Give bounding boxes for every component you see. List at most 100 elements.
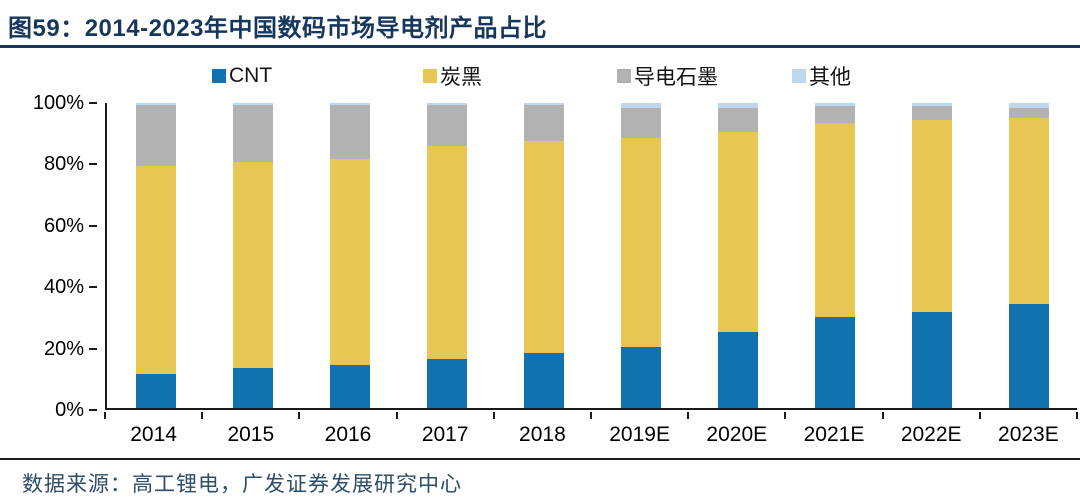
- bar-segment-炭黑: [1008, 118, 1049, 305]
- legend-label: 导电石墨: [634, 66, 718, 89]
- chart-legend: CNT 炭黑 导电石墨 其他: [0, 62, 1080, 90]
- bar-segment-其他: [232, 103, 273, 105]
- x-tick-label: 2014: [130, 423, 177, 446]
- y-tick-mark: [89, 347, 97, 350]
- bar-2019E: [620, 103, 661, 408]
- bar-segment-其他: [329, 103, 370, 105]
- y-tick-label: 100%: [32, 92, 84, 114]
- legend-swatch-icon: [617, 69, 631, 83]
- bar-segment-其他: [717, 103, 758, 108]
- legend-label: 其他: [809, 66, 851, 89]
- legend-item-其他: 其他: [792, 62, 851, 90]
- x-tick-label: 2021E: [803, 423, 865, 446]
- x-tick-label: 2020E: [706, 423, 768, 446]
- bar-segment-导电石墨: [717, 107, 758, 132]
- bar-segment-其他: [814, 103, 855, 107]
- bar-segment-导电石墨: [814, 106, 855, 123]
- bar-segment-炭黑: [329, 159, 370, 366]
- bar-segment-导电石墨: [426, 104, 467, 146]
- title-underline: [0, 45, 1080, 48]
- bar-segment-其他: [620, 103, 661, 108]
- bar-segment-其他: [911, 103, 952, 107]
- y-tick-mark: [89, 102, 97, 104]
- x-tick-mark: [881, 412, 884, 419]
- y-tick-mark: [89, 163, 97, 166]
- x-tick-label: 2023E: [998, 423, 1059, 446]
- y-tick-label: 20%: [43, 337, 84, 360]
- y-axis: 100% 80% 60% 40% 20% 0%: [0, 92, 97, 421]
- legend-item-CNT: CNT: [212, 62, 272, 90]
- bar-segment-炭黑: [135, 165, 176, 375]
- bottom-divider: [0, 458, 1080, 460]
- bar-segment-CNT: [717, 331, 758, 408]
- bar-segment-导电石墨: [135, 104, 176, 166]
- source-note: 数据来源：高工锂电，广发证券发展研究中心: [22, 472, 462, 496]
- legend-label: CNT: [229, 64, 273, 87]
- bar-segment-其他: [426, 103, 467, 105]
- bar-segment-炭黑: [717, 131, 758, 332]
- figure-title: 图59：2014-2023年中国数码市场导电剂产品占比: [8, 15, 547, 42]
- bar-2017: [426, 103, 467, 408]
- x-tick-label: 2018: [519, 423, 566, 446]
- bar-2016: [329, 103, 370, 408]
- bar-segment-导电石墨: [620, 107, 661, 139]
- y-tick-mark: [89, 409, 97, 411]
- bar-segment-CNT: [232, 368, 273, 408]
- bar-segment-炭黑: [523, 141, 564, 354]
- bar-segment-炭黑: [814, 122, 855, 317]
- x-axis: 2014 2015 2016 2017 2018 2019E 2020E 2021E 2022E…: [104, 412, 1078, 454]
- x-tick-mark: [590, 412, 592, 419]
- bar-2015: [232, 103, 273, 408]
- x-tick-mark: [395, 412, 398, 419]
- x-tick-label: 2015: [227, 423, 275, 446]
- legend-item-导电石墨: 导电石墨: [617, 62, 718, 90]
- bar-2021E: [814, 103, 855, 408]
- bar-segment-CNT: [329, 365, 370, 408]
- bar-2020E: [717, 103, 758, 408]
- x-tick-label: 2016: [324, 423, 372, 446]
- bar-segment-其他: [135, 103, 176, 105]
- bar-2014: [135, 103, 176, 408]
- bar-segment-导电石墨: [232, 104, 273, 163]
- x-tick-mark: [201, 412, 204, 419]
- x-tick-mark: [104, 412, 106, 419]
- legend-swatch-icon: [792, 69, 806, 83]
- x-tick-mark: [492, 412, 495, 419]
- y-tick-label: 0%: [55, 399, 84, 421]
- bar-2018: [523, 103, 564, 408]
- bar-segment-CNT: [135, 374, 176, 408]
- bar-segment-炭黑: [426, 145, 467, 360]
- y-tick-mark: [89, 224, 97, 227]
- bar-2022E: [911, 103, 952, 408]
- y-tick-mark: [89, 286, 97, 289]
- bar-segment-CNT: [814, 316, 855, 408]
- bar-segment-炭黑: [620, 138, 661, 347]
- plot-area: [105, 103, 1077, 410]
- x-tick-label: 2022E: [900, 423, 962, 446]
- bar-segment-CNT: [523, 353, 564, 408]
- bar-segment-其他: [523, 103, 564, 105]
- bar-segment-其他: [1008, 103, 1049, 108]
- bar-segment-CNT: [911, 311, 952, 408]
- bar-segment-导电石墨: [523, 104, 564, 142]
- bar-segment-导电石墨: [329, 104, 370, 160]
- bar-2023E: [1008, 103, 1049, 408]
- legend-swatch-icon: [423, 69, 437, 83]
- legend-label: 炭黑: [440, 66, 482, 89]
- x-tick-mark: [978, 412, 981, 419]
- x-tick-mark: [784, 412, 787, 419]
- y-tick-label: 60%: [43, 214, 84, 237]
- y-tick-label: 40%: [43, 276, 84, 299]
- x-tick-mark: [687, 412, 690, 419]
- bar-segment-CNT: [620, 347, 661, 408]
- x-tick-label: 2019E: [609, 423, 670, 446]
- legend-swatch-icon: [212, 69, 226, 83]
- legend-item-炭黑: 炭黑: [423, 62, 482, 90]
- x-tick-label: 2017: [421, 423, 469, 446]
- bar-segment-导电石墨: [911, 106, 952, 120]
- x-tick-mark: [1076, 412, 1078, 419]
- bar-segment-炭黑: [911, 119, 952, 312]
- y-tick-label: 80%: [43, 153, 84, 176]
- bar-segment-导电石墨: [1008, 107, 1049, 119]
- x-tick-mark: [298, 412, 301, 419]
